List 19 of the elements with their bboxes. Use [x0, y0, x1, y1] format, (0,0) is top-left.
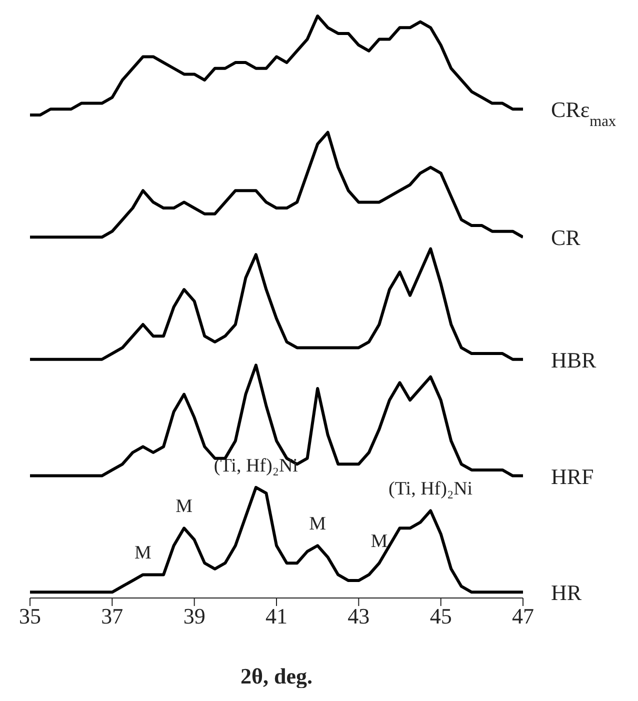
x-axis-title: 2θ, deg.	[240, 664, 312, 689]
annotation: M	[309, 514, 326, 535]
series-label: CR	[551, 225, 581, 250]
x-tick-label: 37	[101, 604, 124, 629]
x-tick-label: 41	[266, 604, 288, 629]
annotation: (Ti, Hf)₂Ni	[214, 455, 298, 476]
annotation: M	[176, 496, 193, 518]
series-label: CRε$_{max}$	[551, 97, 616, 130]
annotation: M	[134, 542, 152, 564]
series-label: HRF	[551, 464, 594, 489]
x-tick-label: 35	[19, 604, 41, 629]
x-tick-label: 45	[430, 604, 452, 629]
annotation: (Ti, Hf)₂Ni	[388, 478, 473, 500]
series-label: HR	[551, 580, 582, 606]
x-tick-label: 43	[348, 604, 370, 629]
x-tick-label: 47	[512, 604, 534, 629]
annotation: M	[370, 531, 388, 552]
x-tick-label: 39	[183, 604, 206, 629]
series-label: HBR	[551, 347, 597, 372]
